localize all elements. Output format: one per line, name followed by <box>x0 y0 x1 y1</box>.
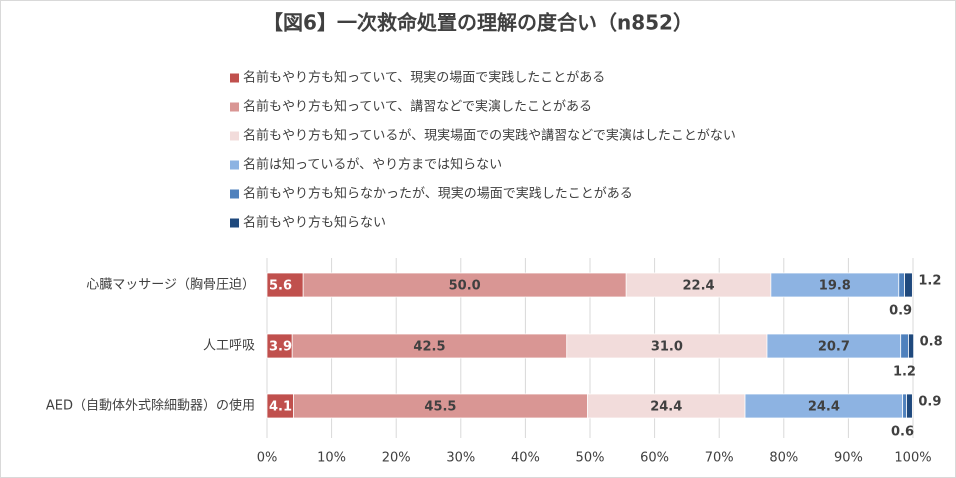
data-label: 24.4 <box>808 400 840 415</box>
data-label: 1.2 <box>893 365 916 380</box>
bar-segment <box>898 272 905 298</box>
x-tick-label: 60% <box>640 451 669 466</box>
legend-label: 名前もやり方も知っているが、現実場面での実践や講習などで実演はしたことがない <box>243 128 736 144</box>
x-tick-label: 40% <box>511 451 540 466</box>
data-label: 0.8 <box>920 335 943 350</box>
data-label: 0.9 <box>918 395 941 410</box>
legend-swatch <box>230 73 239 83</box>
bar-segment <box>625 272 772 298</box>
y-tick-label: 心臓マッサージ（胸骨圧迫） <box>86 278 255 293</box>
bar-segment <box>902 393 907 419</box>
x-tick-label: 30% <box>446 451 475 466</box>
legend-swatch <box>230 131 239 141</box>
x-tick-label: 90% <box>834 451 863 466</box>
data-label: 1.2 <box>918 274 941 289</box>
legend-swatch <box>230 189 239 199</box>
data-label: 22.4 <box>682 279 714 294</box>
bar-segment <box>770 272 900 298</box>
y-tick-label: 人工呼吸 <box>203 339 255 354</box>
legend-label: 名前もやり方も知っていて、現実の場面で実践したことがある <box>243 70 605 86</box>
data-label: 20.7 <box>818 340 850 355</box>
bar-segment <box>266 333 293 359</box>
legend-swatch <box>230 160 239 170</box>
x-tick-label: 100% <box>894 451 931 466</box>
legend-label: 名前もやり方も知らなかったが、現実の場面で実践したことがある <box>243 186 633 202</box>
data-label: 0.9 <box>889 304 912 319</box>
x-tick-label: 80% <box>769 451 798 466</box>
y-tick-label: AED（自動体外式除細動器）の使用 <box>46 398 255 414</box>
legend-label: 名前は知っているが、やり方までは知らない <box>243 157 502 173</box>
x-tick-label: 10% <box>317 451 346 466</box>
data-label: 5.6 <box>269 279 292 294</box>
bar-segment <box>293 393 588 419</box>
data-label: 24.4 <box>650 400 682 415</box>
data-label: 19.8 <box>819 279 851 294</box>
legend-swatch <box>230 218 239 228</box>
data-label: 42.5 <box>413 340 445 355</box>
bar-segment <box>291 333 568 359</box>
bar-segment <box>744 393 904 419</box>
bar-segment <box>766 333 902 359</box>
data-label: 0.6 <box>891 425 914 440</box>
bar-segment <box>908 333 915 359</box>
bar-segment <box>900 333 909 359</box>
x-tick-label: 70% <box>705 451 734 466</box>
bar-segment <box>587 393 746 419</box>
bar-segment <box>266 272 304 298</box>
legend-label: 名前もやり方も知っていて、講習などで実演したことがある <box>243 99 592 115</box>
data-label: 4.1 <box>269 400 292 415</box>
data-label: 50.0 <box>449 279 481 294</box>
data-label: 45.5 <box>424 400 456 415</box>
x-tick-label: 50% <box>576 451 605 466</box>
data-label: 3.9 <box>269 340 292 355</box>
legend-label: 名前もやり方も知らない <box>243 215 386 231</box>
bar-segment <box>906 393 913 419</box>
legend-swatch <box>230 102 239 112</box>
bar-segment <box>904 272 913 298</box>
chart-title: 【図6】一次救命処置の理解の度合い（n852） <box>263 11 693 35</box>
data-label: 31.0 <box>651 340 683 355</box>
x-tick-label: 20% <box>382 451 411 466</box>
x-tick-label: 0% <box>257 451 278 466</box>
